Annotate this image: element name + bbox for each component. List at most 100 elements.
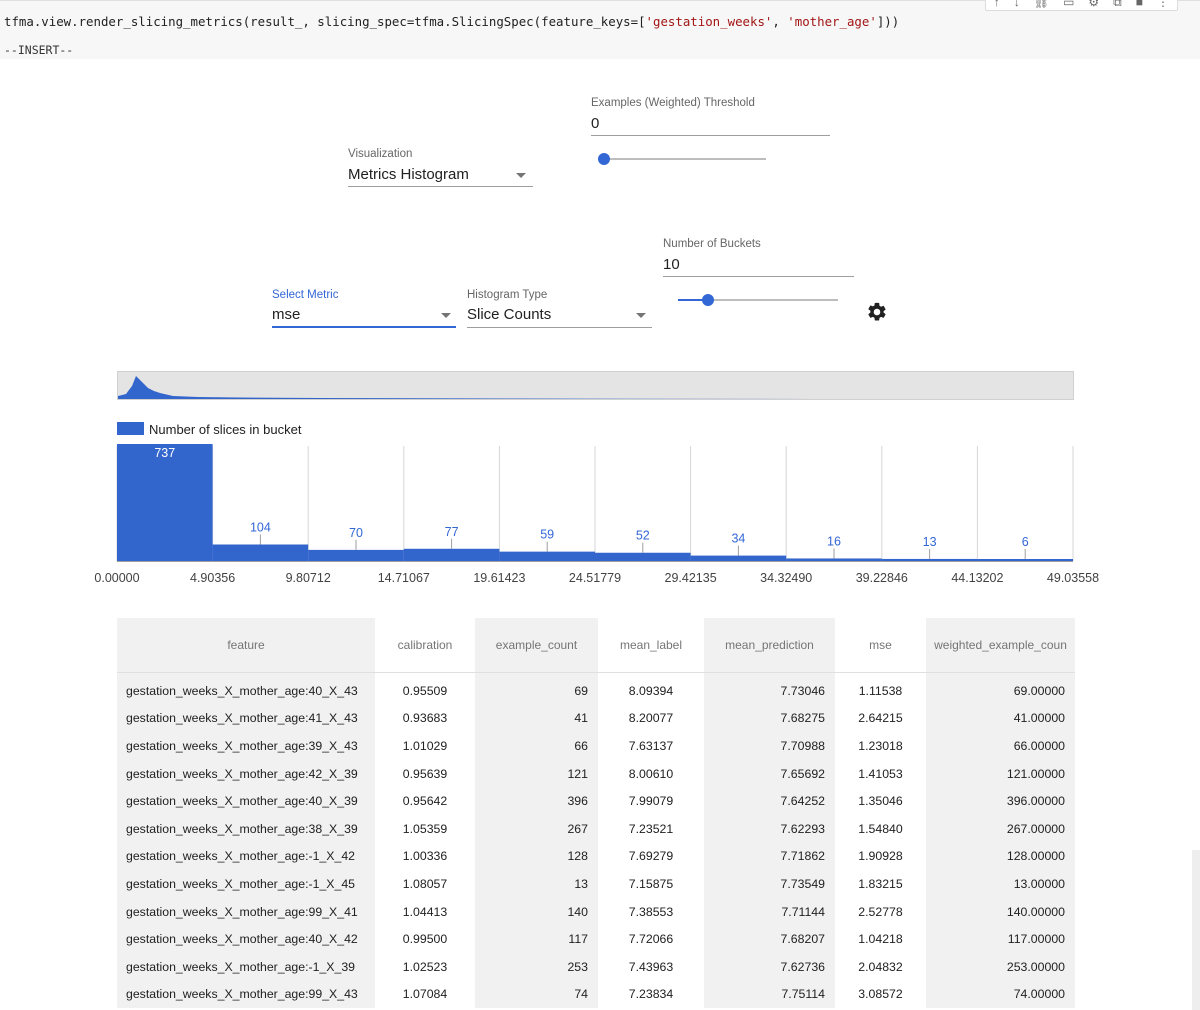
table-cell: 1.35046 xyxy=(858,794,903,809)
arrow-up-icon[interactable]: ↑ xyxy=(993,0,1000,9)
histogram-type-label: Histogram Type xyxy=(467,289,548,301)
table-cell: 7.68275 xyxy=(704,704,835,733)
delete-icon[interactable]: ■ xyxy=(1135,0,1143,9)
bar-value-label: 13 xyxy=(923,535,937,549)
table-cell: 1.54840 xyxy=(858,821,903,836)
table-cell: gestation_weeks_X_mother_age:-1_X_42 xyxy=(117,842,375,871)
bar-value-label: 737 xyxy=(154,446,175,460)
histogram-bar[interactable] xyxy=(595,552,691,561)
table-cell: 140.00000 xyxy=(926,897,1075,926)
table-row[interactable]: gestation_weeks_X_mother_age:-1_X_45 1.08… xyxy=(117,870,1075,898)
visualization-label: Visualization xyxy=(348,148,413,160)
histogram-bar[interactable] xyxy=(308,549,404,561)
threshold-slider-knob[interactable] xyxy=(598,153,610,165)
column-header-feature[interactable]: feature xyxy=(117,618,375,673)
histogram-bar[interactable] xyxy=(403,548,500,561)
table-cell: 7.62293 xyxy=(704,814,835,843)
x-tick-label: 24.51779 xyxy=(569,571,621,585)
table-cell: 121.00000 xyxy=(926,759,1075,788)
table-cell: 121 xyxy=(475,759,598,788)
table-row[interactable]: gestation_weeks_X_mother_age:99_X_41 1.04… xyxy=(117,897,1075,926)
buckets-slider-knob[interactable] xyxy=(702,294,715,306)
column-header-mean-prediction[interactable]: mean_prediction xyxy=(704,618,835,673)
more-icon[interactable]: ⋮ xyxy=(1157,0,1169,9)
table-cell: gestation_weeks_X_mother_age:39_X_43 xyxy=(117,732,375,760)
x-tick-label: 39.22846 xyxy=(856,571,908,585)
histogram-bar[interactable] xyxy=(786,558,882,561)
buckets-slider[interactable] xyxy=(678,299,838,301)
table-cell: 396.00000 xyxy=(926,787,1075,815)
table-row[interactable]: gestation_weeks_X_mother_age:40_X_42 0.99… xyxy=(117,925,1075,953)
table-cell: 66 xyxy=(475,732,598,760)
table-row[interactable]: gestation_weeks_X_mother_age:99_X_43 1.07… xyxy=(117,980,1075,1009)
table-row[interactable]: gestation_weeks_X_mother_age:41_X_43 0.93… xyxy=(117,704,1075,733)
chevron-down-icon[interactable] xyxy=(441,313,451,318)
threshold-label: Examples (Weighted) Threshold xyxy=(591,97,755,109)
table-row[interactable]: gestation_weeks_X_mother_age:42_X_39 0.95… xyxy=(117,759,1075,788)
table-cell: 3.08572 xyxy=(858,987,903,1002)
table-cell: 1.08057 xyxy=(402,876,448,891)
table-cell: 7.23834 xyxy=(628,987,674,1002)
scrollbar[interactable] xyxy=(1192,850,1200,1010)
table-row[interactable]: gestation_weeks_X_mother_age:38_X_39 1.05… xyxy=(117,814,1075,843)
bar-value-label: 59 xyxy=(540,528,554,542)
code-editor[interactable]: tfma.view.render_slicing_metrics(result_… xyxy=(4,14,899,29)
table-cell: 140 xyxy=(475,897,598,926)
table-header-row: feature calibration example_count mean_labe… xyxy=(117,618,1075,673)
table-row[interactable]: gestation_weeks_X_mother_age:40_X_39 0.95… xyxy=(117,787,1075,815)
histogram-bar[interactable] xyxy=(690,555,787,561)
histogram-bar[interactable] xyxy=(117,444,213,561)
histogram-type-select[interactable]: Slice Counts xyxy=(467,306,552,323)
threshold-slider[interactable] xyxy=(604,158,766,160)
column-header-weighted-example-coun[interactable]: weighted_example_coun xyxy=(926,618,1075,673)
visualization-underline xyxy=(348,186,533,187)
table-cell: 7.73549 xyxy=(704,870,835,898)
table-cell: 7.71862 xyxy=(704,842,835,871)
histogram-overview-brush[interactable] xyxy=(117,371,1074,400)
buckets-label: Number of Buckets xyxy=(663,238,761,250)
chevron-down-icon[interactable] xyxy=(516,173,526,178)
metrics-histogram-chart: 737 104 70 77 59 52 34 16 13 6 0.00000 4.90356 9.807… xyxy=(94,444,1099,585)
gear-icon[interactable] xyxy=(866,301,888,323)
gear-icon[interactable]: ⚙ xyxy=(1088,0,1100,9)
visualization-select[interactable]: Metrics Histogram xyxy=(348,166,469,183)
table-cell: 7.64252 xyxy=(704,787,835,815)
code-cell[interactable]: ↑ ↓ ⛓ ▭ ⚙ ⧉ ■ ⋮ tfma.view.render_slicing… xyxy=(0,0,1200,59)
table-row[interactable]: gestation_weeks_X_mother_age:-1_X_39 1.02… xyxy=(117,952,1075,981)
table-cell: gestation_weeks_X_mother_age:-1_X_45 xyxy=(117,870,375,898)
arrow-down-icon[interactable]: ↓ xyxy=(1013,0,1020,9)
link-icon[interactable]: ⛓ xyxy=(1033,0,1050,9)
table-cell: 2.64215 xyxy=(858,711,903,726)
table-cell: 1.00336 xyxy=(402,849,448,864)
bar-value-label: 34 xyxy=(731,532,745,546)
table-cell: 74.00000 xyxy=(926,980,1075,1009)
threshold-input[interactable]: 0 xyxy=(591,115,600,132)
table-cell: 7.43963 xyxy=(628,959,674,974)
table-row[interactable]: gestation_weeks_X_mother_age:40_X_43 0.95… xyxy=(117,672,1075,705)
mirror-icon[interactable]: ⧉ xyxy=(1113,0,1122,9)
histogram-bar[interactable] xyxy=(212,544,309,561)
histogram-bar[interactable] xyxy=(977,559,1073,561)
chevron-down-icon[interactable] xyxy=(636,313,646,318)
x-tick-label: 9.80712 xyxy=(286,571,331,585)
table-row[interactable]: gestation_weeks_X_mother_age:39_X_43 1.01… xyxy=(117,732,1075,760)
table-cell: 7.69279 xyxy=(628,849,674,864)
column-header-mean-label[interactable]: mean_label xyxy=(598,618,704,673)
table-cell: 7.15875 xyxy=(628,876,674,891)
bar-value-label: 52 xyxy=(636,529,650,543)
table-cell: gestation_weeks_X_mother_age:41_X_43 xyxy=(117,704,375,733)
buckets-input[interactable]: 10 xyxy=(663,256,680,273)
x-tick-label: 44.13202 xyxy=(951,571,1003,585)
histogram-bar[interactable] xyxy=(881,558,978,561)
histogram-type-underline xyxy=(467,327,652,328)
table-cell: 8.20077 xyxy=(628,711,674,726)
table-row[interactable]: gestation_weeks_X_mother_age:-1_X_42 1.00… xyxy=(117,842,1075,871)
column-header-mse[interactable]: mse xyxy=(835,618,926,673)
column-header-calibration[interactable]: calibration xyxy=(375,618,475,673)
histogram-bar[interactable] xyxy=(499,551,595,561)
metric-select[interactable]: mse xyxy=(272,306,301,323)
table-cell: 7.75114 xyxy=(704,980,835,1009)
comment-icon[interactable]: ▭ xyxy=(1063,0,1075,9)
column-header-example-count[interactable]: example_count xyxy=(475,618,598,673)
table-cell: 1.90928 xyxy=(858,849,903,864)
